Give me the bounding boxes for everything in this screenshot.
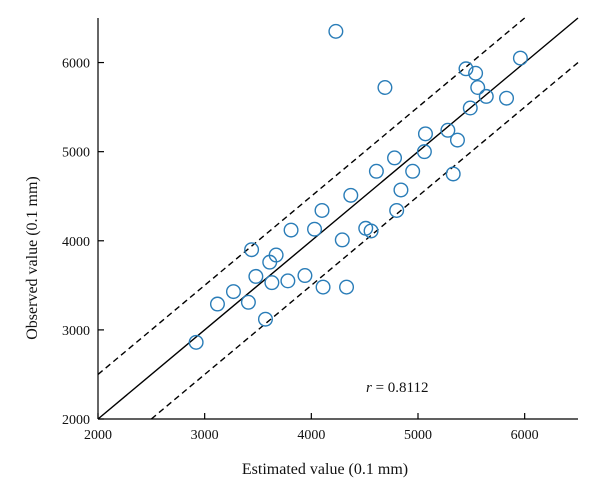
data-point-7 bbox=[257, 311, 273, 327]
data-point-23 bbox=[368, 163, 384, 179]
data-point-12 bbox=[283, 222, 299, 238]
y-tick-label: 5000 bbox=[62, 146, 90, 161]
data-point-39 bbox=[499, 90, 515, 106]
identity-line bbox=[97, 17, 579, 420]
data-point-16 bbox=[315, 279, 331, 295]
reference-lines bbox=[97, 17, 579, 420]
y-tick-label: 2000 bbox=[62, 413, 90, 428]
data-point-36 bbox=[468, 65, 484, 81]
data-point-10 bbox=[268, 247, 284, 263]
data-point-38 bbox=[478, 88, 494, 104]
correlation-annotation: r = 0.8112 bbox=[366, 380, 429, 396]
data-point-35 bbox=[462, 100, 478, 116]
data-point-14 bbox=[307, 221, 323, 237]
data-point-40 bbox=[512, 50, 528, 66]
data-point-25 bbox=[387, 150, 403, 166]
upper-bound-dashed-line bbox=[97, 17, 526, 375]
data-point-34 bbox=[458, 61, 474, 77]
data-point-29 bbox=[416, 144, 432, 160]
axes bbox=[97, 18, 578, 420]
x-tick-label: 4000 bbox=[297, 428, 325, 443]
correlation-symbol: r bbox=[366, 380, 372, 396]
x-ticks: 2000 3000 4000 5000 6000 bbox=[84, 413, 539, 443]
data-point-19 bbox=[339, 279, 355, 295]
data-point-33 bbox=[449, 132, 465, 148]
correlation-value: = 0.8112 bbox=[372, 380, 429, 396]
y-axis-label: Observed value (0.1 mm) bbox=[24, 176, 41, 340]
data-point-32 bbox=[445, 166, 461, 182]
data-point-5 bbox=[244, 242, 260, 258]
data-point-22 bbox=[363, 223, 379, 239]
x-tick-label: 6000 bbox=[511, 428, 539, 443]
data-point-11 bbox=[280, 273, 296, 289]
data-point-24 bbox=[377, 80, 393, 96]
data-point-26 bbox=[389, 202, 405, 218]
data-point-30 bbox=[417, 126, 433, 142]
data-point-18 bbox=[334, 232, 350, 248]
data-point-1 bbox=[188, 334, 204, 350]
data-point-2 bbox=[209, 296, 225, 312]
data-point-27 bbox=[393, 182, 409, 198]
y-ticks: 2000 3000 4000 5000 6000 bbox=[62, 57, 104, 428]
y-tick-label: 6000 bbox=[62, 57, 90, 72]
x-tick-label: 5000 bbox=[404, 428, 432, 443]
data-point-6 bbox=[248, 268, 264, 284]
data-point-3 bbox=[225, 284, 241, 300]
data-point-20 bbox=[343, 187, 359, 203]
data-point-4 bbox=[240, 294, 256, 310]
y-tick-label: 3000 bbox=[62, 324, 90, 339]
x-tick-label: 2000 bbox=[84, 428, 112, 443]
data-point-15 bbox=[314, 202, 330, 218]
x-axis-label: Estimated value (0.1 mm) bbox=[242, 461, 408, 478]
data-point-13 bbox=[297, 268, 313, 284]
data-point-37 bbox=[470, 80, 486, 96]
lower-bound-dashed-line bbox=[150, 62, 579, 420]
data-point-28 bbox=[405, 163, 421, 179]
x-tick-label: 3000 bbox=[191, 428, 219, 443]
data-point-9 bbox=[264, 275, 280, 291]
y-tick-label: 4000 bbox=[62, 235, 90, 250]
data-point-17 bbox=[328, 23, 344, 39]
data-point-31 bbox=[440, 122, 456, 138]
data-points bbox=[188, 23, 528, 350]
